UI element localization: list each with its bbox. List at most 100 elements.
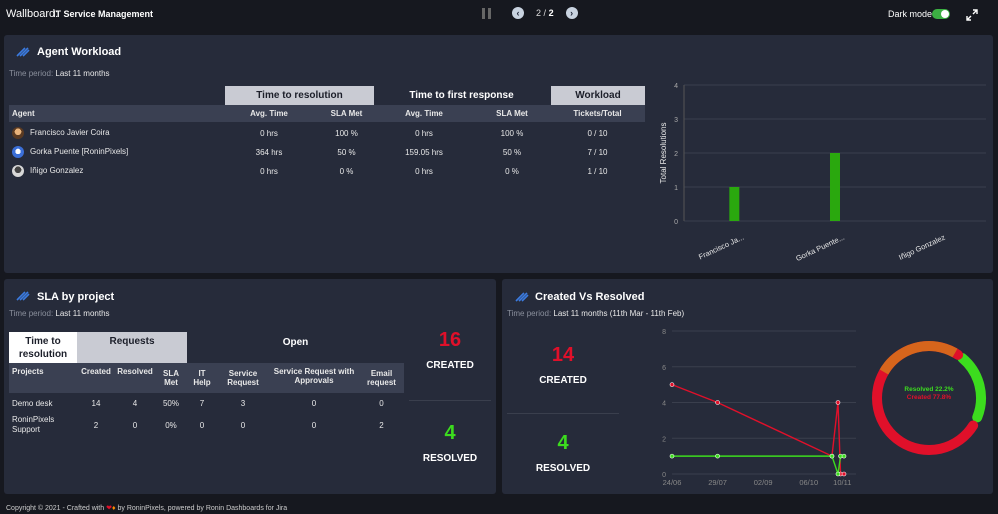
- table-cell: 0: [240, 420, 246, 430]
- period-label: Time period:: [507, 309, 552, 318]
- table-row: Demo desk 14 4 50% 7 3 0 0: [9, 395, 404, 411]
- donut-legend: Resolved 22.2% Created 77.8%: [887, 386, 971, 402]
- table-cell: 0 / 10: [587, 128, 608, 138]
- group-header-time-to-resolution: Time to resolution: [225, 86, 374, 105]
- donut-created-label: Created 77.8%: [906, 394, 952, 401]
- bar: [830, 153, 840, 221]
- y-tick-label: 6: [662, 365, 666, 372]
- table-row: Francisco Javier Coira 0 hrs 100 % 0 hrs…: [9, 125, 645, 141]
- bar: [729, 187, 740, 221]
- column-header: Created: [81, 367, 111, 376]
- period-value: Last 11 months: [55, 69, 110, 78]
- agent-cell: Francisco Javier Coira: [9, 127, 219, 139]
- table-row: RoninPixels Support 2 0 0% 0 0 0 2: [9, 413, 404, 437]
- table-cell: 0%: [165, 420, 177, 430]
- avatar: [12, 127, 24, 139]
- top-bar: Wallboard: IT Service Management ‹ 2 / 2…: [0, 0, 998, 30]
- created-vs-resolved-panel: Created Vs Resolved Time period: Last 11…: [502, 279, 993, 494]
- table-cell: 4: [132, 398, 138, 408]
- column-header: Agent: [12, 109, 35, 118]
- y-tick-label: 0: [662, 472, 666, 479]
- page-indicator: 2 / 2: [536, 8, 554, 18]
- table-cell: 0: [199, 420, 205, 430]
- column-header: IT Help: [193, 369, 211, 387]
- x-tick-label: Iñigo Gonzalez: [897, 233, 946, 262]
- x-tick-label: 10/11: [833, 478, 851, 487]
- y-axis-label: Total Resolutions: [659, 123, 668, 184]
- pause-icon[interactable]: [482, 7, 492, 19]
- y-tick-label: 1: [674, 185, 678, 192]
- column-header: Resolved: [117, 367, 153, 376]
- group-header-label: Time to resolution: [18, 335, 68, 360]
- table-row: Iñigo Gonzalez 0 hrs 0 % 0 hrs 0 % 1 / 1…: [9, 163, 645, 179]
- table-cell: 50%: [162, 398, 179, 408]
- panel-title: Created Vs Resolved: [535, 291, 645, 303]
- table-cell: 159.05 hrs: [405, 147, 443, 157]
- x-tick-label: 02/09: [754, 478, 773, 487]
- table-cell: 364 hrs: [255, 147, 283, 157]
- table-cell: 0 %: [505, 166, 519, 176]
- data-point-created: [715, 400, 720, 405]
- series-line-resolved: [672, 455, 844, 475]
- expand-icon[interactable]: [966, 9, 978, 21]
- column-header: SLA Met: [496, 109, 528, 118]
- column-header: SLA Met: [330, 109, 363, 118]
- data-point-created: [835, 400, 841, 405]
- project-name: Demo desk: [12, 398, 53, 408]
- column-header: Avg. Time: [250, 109, 288, 118]
- group-header-open: Open: [282, 336, 309, 348]
- footer: Copyright © 2021 - Crafted with ❤♦ by Ro…: [6, 504, 287, 512]
- table-row: Gorka Puente [RoninPixels] 364 hrs 50 % …: [9, 144, 645, 160]
- data-point-resolved: [835, 471, 841, 477]
- created-label: CREATED: [539, 375, 587, 386]
- table-cell: 2: [379, 420, 384, 430]
- donut-resolved-label: Resolved 22.2%: [904, 386, 954, 393]
- column-header: Service Request with Approvals: [273, 367, 355, 385]
- column-header: Email request: [367, 369, 396, 387]
- rocket-icon: [16, 291, 30, 301]
- table-cell: 50 %: [337, 147, 356, 157]
- resolved-count: 4: [557, 432, 569, 454]
- created-count: 16: [438, 329, 462, 351]
- table-cell: 0: [132, 420, 138, 430]
- table-cell: 50 %: [502, 147, 522, 157]
- period-label: Time period:: [9, 309, 54, 318]
- table-cell: 0 %: [339, 166, 354, 176]
- project-name: RoninPixels Support: [12, 415, 55, 434]
- fire-icon: ♦: [111, 505, 116, 512]
- table-cell: 1 / 10: [587, 166, 608, 176]
- dark-mode-toggle[interactable]: [932, 9, 950, 19]
- x-tick-label: Gorka Puente...: [794, 233, 845, 263]
- agent-workload-panel: Agent Workload Time period: Last 11 mont…: [4, 35, 993, 273]
- created-stat: 14 CREATED: [507, 344, 619, 386]
- table-header-row: Agent Avg. Time SLA Met Avg. Time SLA Me…: [9, 105, 645, 122]
- data-point-resolved: [841, 453, 847, 459]
- table-cell: 0 hrs: [415, 128, 433, 138]
- resolved-label: RESOLVED: [422, 453, 478, 464]
- agent-name: Francisco Javier Coira: [30, 128, 110, 138]
- divider: [409, 400, 491, 401]
- table-cell: 0 hrs: [260, 128, 278, 138]
- avatar: [12, 165, 24, 177]
- previous-page-button[interactable]: ‹: [512, 7, 524, 19]
- table-cell: 0: [311, 398, 317, 408]
- dark-mode-label: Dark mode: [888, 9, 933, 19]
- footer-text-before: Copyright © 2021 - Crafted with: [6, 505, 105, 512]
- next-page-button[interactable]: ›: [565, 7, 578, 19]
- created-vs-resolved-donut-chart: [872, 341, 986, 455]
- table-cell: 2: [93, 420, 99, 430]
- table-cell: 14: [91, 398, 101, 408]
- created-vs-resolved-line-chart: 0 2 4 6 8 24/06 29/07 02/09 06/10 10/11: [662, 329, 856, 487]
- y-tick-label: 4: [662, 401, 666, 408]
- resolved-label: RESOLVED: [535, 463, 591, 474]
- total-resolutions-bar-chart: Total Resolutions 0 1 2 3 4 Francisco Ja... Gor…: [659, 83, 986, 263]
- column-header: Service Request: [227, 369, 259, 387]
- y-tick-label: 2: [674, 151, 678, 158]
- x-tick-label: Francisco Ja...: [697, 233, 745, 262]
- created-label: CREATED: [426, 360, 474, 371]
- data-point-resolved: [669, 453, 675, 459]
- series-line-created: [671, 383, 844, 475]
- column-header: SLA Met: [163, 369, 179, 387]
- avatar: [12, 146, 24, 158]
- agent-name: Gorka Puente [RoninPixels]: [30, 147, 129, 157]
